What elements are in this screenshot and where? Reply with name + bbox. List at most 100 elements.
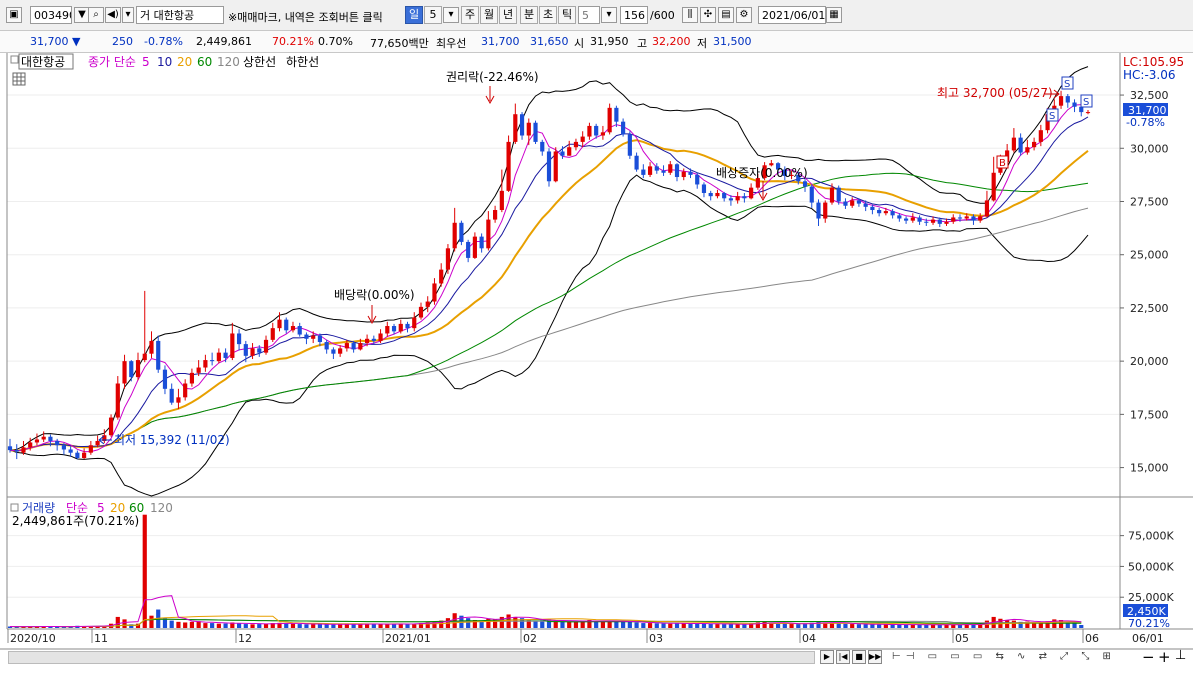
dropdown-icon[interactable]: ▾ [122,7,134,23]
price-legend: 대한항공 종가 단순 5 10 20 60 120 상한선 하한선 [10,53,319,86]
candle-body [156,340,161,370]
volume-bar [890,624,895,628]
last-price-label: 31,700 [1128,104,1167,117]
scrollbar[interactable] [8,651,815,664]
volume-bar [951,624,956,628]
volume-bar [88,626,93,628]
candle-body [654,166,659,171]
candle-body [486,219,491,249]
volume-bar [183,622,188,628]
volume-bar [317,623,323,628]
name-prefix: 거 [140,9,151,22]
candle-body [331,349,336,354]
volume-bar [924,624,929,628]
volume-bar [297,624,302,628]
period-minute-button[interactable]: 분 [520,6,538,24]
candle-body [344,343,349,349]
volume-bar [567,621,572,628]
candle-body [627,134,632,156]
period-n-select[interactable]: 5 [424,6,442,24]
scroll-right-button[interactable]: ▶ [820,650,834,664]
candle-body [1011,137,1016,151]
volume-bar [917,624,922,628]
high-arrow-icon [1045,89,1060,99]
candle-body [553,151,558,182]
candle-body [1065,96,1070,103]
stock-name-field[interactable]: 거 대한항공 [136,6,224,24]
stop-button[interactable]: ■ [852,650,866,664]
pin-icon[interactable]: ⊥ [1175,648,1187,663]
candle-body [439,269,444,284]
count-input[interactable]: 156 [620,6,648,24]
zoom-in-icon[interactable]: + [1158,648,1171,666]
search-icon[interactable]: ⌕ [88,7,104,23]
volume-bar [351,624,356,628]
price-tick-label: 17,500 [1130,408,1169,421]
volume-bar [493,619,498,628]
candle-body [742,196,747,199]
volume-bar [957,624,963,628]
legend-ma60: 60 [197,55,212,69]
volume-bar [695,623,700,628]
high-price: 32,200 [652,35,691,48]
volume-ma20-line [9,615,1082,628]
candle-body [364,338,370,344]
fast-forward-button[interactable]: ▶▶ [868,650,882,664]
candle-body [695,174,700,185]
volume-bar [230,622,235,628]
candle-body [668,164,673,173]
volume-bar [647,623,653,628]
candle-settings-icon[interactable]: ⫼ [682,7,698,23]
candle-body [1058,96,1064,106]
save-icon[interactable]: ▤ [718,7,734,23]
speaker-icon[interactable]: ◀) [105,7,121,23]
volume-bar [930,624,936,628]
candle-body [1018,137,1023,153]
sell-signal-mark: S [1083,97,1089,108]
volume-bar [466,618,471,628]
volume-bar [122,619,127,628]
chevron-down-icon[interactable]: ▾ [443,7,459,23]
volume-bar [755,622,760,628]
candle-body [957,217,963,219]
candle-body [701,184,707,193]
price-tick-label: 30,000 [1130,142,1169,155]
tool-icons[interactable]: ⊢⊣ ▭ ▭ ▭ ⇆ ∿ ⇄ ⤢ ⤡ ⊞ [892,651,1116,662]
candle-body [661,170,666,173]
candle-body [540,141,545,152]
period-second-button[interactable]: 초 [539,6,557,24]
volume-bar [964,624,969,628]
date-axis: 2020/10 11 12 2021/01 02 03 04 05 06 06/01 [7,629,1164,645]
period-tick-button[interactable]: 틱 [558,6,576,24]
candle-body [472,236,477,258]
panel-icon[interactable]: ▣ [6,7,22,23]
chevron-down-icon[interactable]: ▾ [601,7,617,23]
crosshair-icon[interactable]: ✣ [700,7,716,23]
tick-n-input[interactable]: 5 [578,6,600,24]
volume-bar [715,624,720,628]
stock-code-input[interactable]: 003490 [30,6,72,24]
period-day-button[interactable]: 일 [405,6,423,24]
date-input[interactable]: 2021/06/01 [758,6,826,24]
candle-body [270,328,275,340]
volume-bar [540,620,545,628]
zoom-out-icon[interactable]: − [1142,648,1155,666]
candle-body [890,211,895,216]
gear-icon[interactable]: ⚙ [736,7,752,23]
candle-body [978,216,983,221]
calendar-icon[interactable]: ▦ [826,7,842,23]
candle-body [964,216,969,219]
candle-body [311,335,316,339]
volume-bar [479,620,484,628]
candle-body [836,187,841,202]
period-month-button[interactable]: 월 [480,6,498,24]
volume-bar [722,624,727,628]
stock-chart[interactable]: 대한항공 종가 단순 5 10 20 60 120 상한선 하한선 LC:105… [0,53,1193,651]
period-week-button[interactable]: 주 [461,6,479,24]
scroll-start-button[interactable]: |◀ [836,650,850,664]
period-year-button[interactable]: 년 [499,6,517,24]
table-icon[interactable] [12,72,26,86]
price-tick-label: 25,000 [1130,249,1169,262]
candle-body [176,397,181,403]
volume-bar [236,623,242,628]
